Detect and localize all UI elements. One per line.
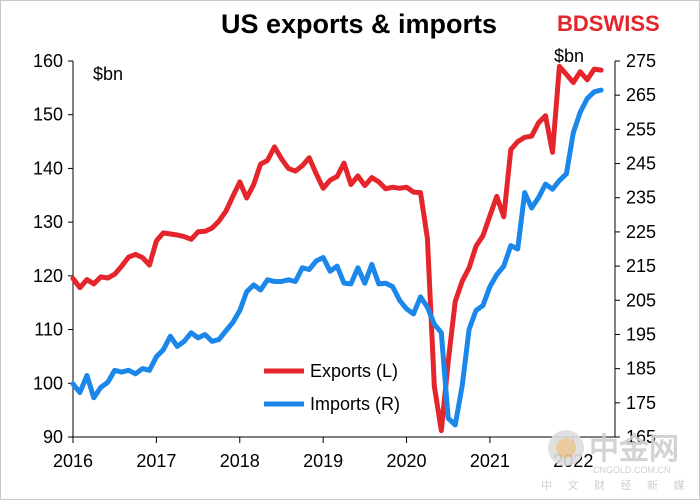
- x-tick-label: 2016: [53, 451, 93, 471]
- right-tick-label: 205: [626, 290, 656, 310]
- left-tick-label: 120: [33, 266, 63, 286]
- right-tick-label: 215: [626, 256, 656, 276]
- right-tick-label: 185: [626, 359, 656, 379]
- x-tick-label: 2018: [220, 451, 260, 471]
- right-tick-label: 175: [626, 393, 656, 413]
- axes: 90 100 110 120 130 140 150 160 165 175 185 195 205 21…: [33, 51, 656, 471]
- left-tick-label: 160: [33, 51, 63, 71]
- right-tick-label: 245: [626, 154, 656, 174]
- right-tick-label: 265: [626, 85, 656, 105]
- svg-text:BDSWISS: BDSWISS: [557, 11, 660, 36]
- left-tick-label: 90: [43, 427, 63, 447]
- brand-prefix: BD: [557, 11, 589, 36]
- right-tick-label: 165: [626, 427, 656, 447]
- chart-title: US exports & imports: [221, 9, 497, 39]
- left-tick-label: 140: [33, 158, 63, 178]
- left-tick-label: 150: [33, 105, 63, 125]
- x-tick-label: 2019: [303, 451, 343, 471]
- watermark-text: 中金网: [589, 432, 679, 466]
- x-tick-label: 2017: [136, 451, 176, 471]
- right-tick-label: 195: [626, 324, 656, 344]
- legend-exports-label: Exports (L): [310, 361, 398, 381]
- legend-imports-label: Imports (R): [310, 394, 400, 414]
- right-tick-label: 225: [626, 222, 656, 242]
- right-tick-label: 235: [626, 188, 656, 208]
- right-tick-label: 275: [626, 51, 656, 71]
- right-axis-unit: $bn: [554, 46, 584, 66]
- left-tick-label: 100: [33, 373, 63, 393]
- left-axis-unit: $bn: [93, 64, 123, 84]
- legend: Exports (L) Imports (R): [264, 361, 400, 414]
- left-tick-label: 110: [34, 320, 63, 340]
- left-tick-label: 130: [33, 212, 63, 232]
- watermark: 中金网 CNGOLD.COM.CN 中 文 财 经 新 媒 体: [541, 430, 699, 492]
- right-tick-label: 255: [626, 119, 656, 139]
- brand-logo: BDSWISS: [557, 11, 660, 36]
- x-tick-label: 2020: [387, 451, 427, 471]
- brand-suffix: SWISS: [589, 11, 660, 36]
- watermark-domain: CNGOLD.COM.CN: [593, 465, 671, 475]
- watermark-tagline: 中 文 财 经 新 媒 体: [541, 478, 699, 492]
- series-layer: [70, 63, 604, 434]
- x-tick-label: 2021: [470, 451, 510, 471]
- imports-series-line: [70, 87, 604, 428]
- exports-series-line: [70, 63, 604, 434]
- watermark-coin-icon: [548, 430, 584, 466]
